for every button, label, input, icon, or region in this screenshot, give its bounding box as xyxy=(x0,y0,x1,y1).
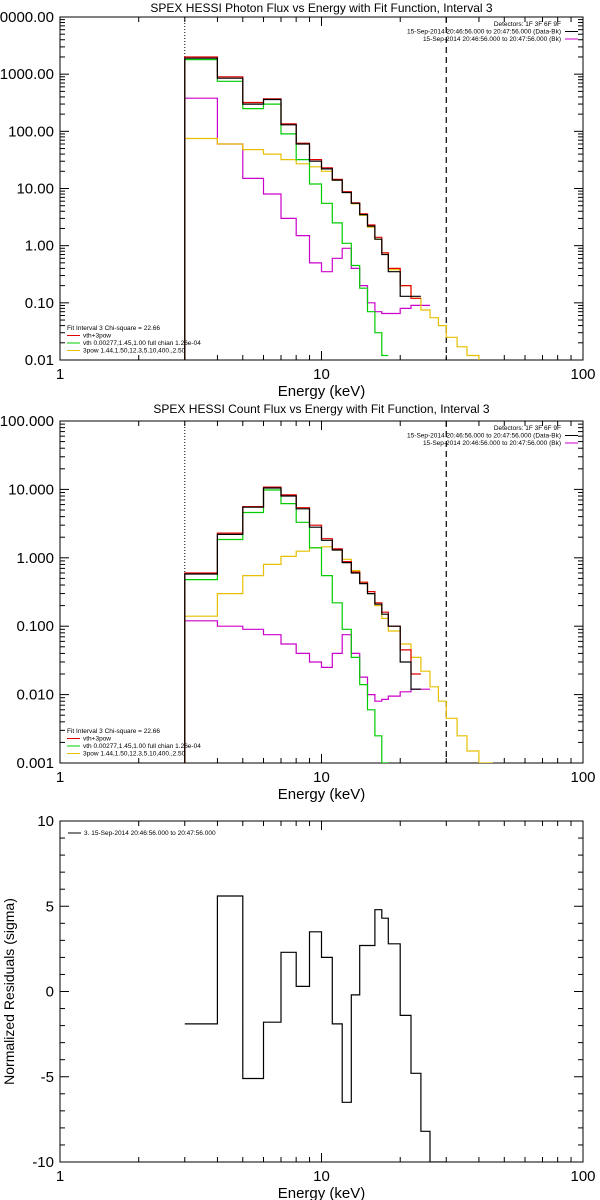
series-line-data-bk xyxy=(184,57,421,360)
plot-area-frame xyxy=(59,420,584,764)
x-tick-label: 100 xyxy=(570,366,595,383)
series-line-bk xyxy=(184,620,430,763)
legend-entry-label: 3. 15-Sep-2014 20:46:56.000 to 20:47:56.… xyxy=(84,830,216,837)
chart-title: SPEX HESSI Count Flux vs Energy with Fit… xyxy=(153,402,489,416)
series-line-vth xyxy=(184,59,389,360)
x-tick-label: 100 xyxy=(570,769,595,786)
plot-area-frame xyxy=(59,820,584,1163)
y-tick-label: 1000.00 xyxy=(0,66,54,83)
photon-flux-panel: SPEX HESSI Photon Flux vs Energy with Fi… xyxy=(0,1,596,400)
x-tick-label: 1 xyxy=(56,769,64,786)
x-tick-label: 1 xyxy=(56,1168,64,1185)
legend-entry-label: 15-Sep-2014 20:46:56.000 to 20:47:56.000… xyxy=(407,29,561,36)
series-line-data-bk xyxy=(184,487,421,763)
y-tick-label: -10 xyxy=(32,1154,54,1171)
y-tick-label: 0.10 xyxy=(25,295,54,312)
x-tick-label: 1 xyxy=(56,366,64,383)
y-tick-label: 100.000 xyxy=(0,413,54,430)
legend-entry-label: 15-Sep-2014 20:46:56.000 to 20:47:56.000… xyxy=(423,440,561,447)
x-tick-label: 10 xyxy=(313,1168,330,1185)
series-line-bk xyxy=(184,97,430,360)
y-tick-label: 0000.00 xyxy=(0,9,54,26)
x-tick-label: 10 xyxy=(313,769,330,786)
y-tick-label: 1.000 xyxy=(16,550,54,567)
y-tick-label: 10.00 xyxy=(16,181,54,198)
legend-entry-label: 3pow 1.44,1.50,12.3,5.10,400.,2.50 xyxy=(83,348,186,355)
legend-entry-label: Fit Interval 3 Chi-square = 22.66 xyxy=(67,728,160,735)
legend-entry-label: vth+3pow xyxy=(83,736,111,743)
x-axis-label: Energy (keV) xyxy=(278,786,366,803)
legend-entry-label: vth 0.00277,1.45,1.00 full chian 1.26e-0… xyxy=(83,340,201,347)
y-tick-label: 1.00 xyxy=(25,238,54,255)
series-line-3pow xyxy=(184,546,493,763)
y-tick-label: 5 xyxy=(46,898,54,915)
legend-entry-label: 15-Sep-2014 20:46:56.000 to 20:47:56.000… xyxy=(423,36,561,43)
legend-entry-label: 3pow 1.44,1.50,12.3,5.10,400.,2.50 xyxy=(83,751,186,758)
y-tick-label: 0.001 xyxy=(16,755,54,772)
series-line-vth xyxy=(184,489,389,763)
x-tick-label: 100 xyxy=(570,1168,595,1185)
y-tick-label: 0.100 xyxy=(16,618,54,635)
series-line-3pow xyxy=(184,137,480,360)
legend-entry-label: 15-Sep-2014 20:46:56.000 to 20:47:56.000… xyxy=(407,433,561,440)
x-axis-label: Energy (keV) xyxy=(278,383,366,400)
y-tick-label: -5 xyxy=(41,1069,54,1086)
series-line-vth-3pow xyxy=(184,56,421,360)
y-tick-label: 0 xyxy=(46,984,54,1001)
legend-entry-label: Fit Interval 3 Chi-square = 22.66 xyxy=(67,325,160,332)
y-tick-label: 0.010 xyxy=(16,687,54,704)
count-flux-panel: SPEX HESSI Count Flux vs Energy with Fit… xyxy=(0,402,596,803)
y-tick-label: 100.00 xyxy=(8,123,54,140)
y-tick-label: 10 xyxy=(37,813,54,830)
legend-entry-label: vth 0.00277,1.45,1.00 full chian 1.26e-0… xyxy=(83,743,201,750)
y-tick-label: 0.01 xyxy=(25,352,54,369)
series-line-3-15-sep-2014-20-46-56-000-to-20-47-56-000 xyxy=(184,895,447,1162)
x-axis-label: Energy (keV) xyxy=(278,1185,366,1200)
chart-title: SPEX HESSI Photon Flux vs Energy with Fi… xyxy=(150,1,492,15)
y-tick-label: 10.000 xyxy=(8,481,54,498)
legend-entry-label: vth+3pow xyxy=(83,333,111,340)
x-tick-label: 10 xyxy=(313,366,330,383)
residuals-panel: 1 10 100 Energy (keV) -10 -5 0 5 10 Normalized Re… xyxy=(1,813,596,1200)
y-axis-label: Normalized Residuals (sigma) xyxy=(1,898,17,1085)
legend-entry-label: Detectors: 1F 3F 6F 9F xyxy=(494,425,561,432)
legend-entry-label: Detectors: 1F 3F 6F 9F xyxy=(494,21,561,28)
